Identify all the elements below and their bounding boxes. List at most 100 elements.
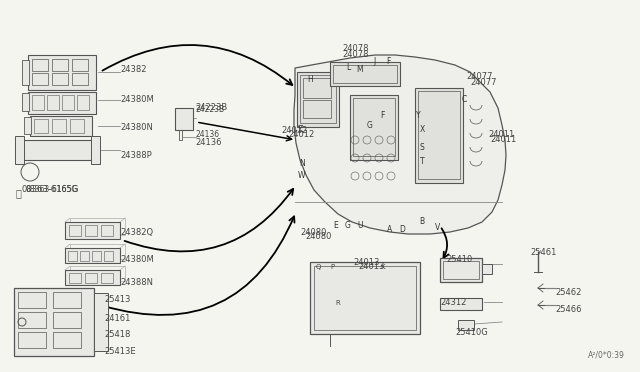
Text: 24011: 24011	[490, 135, 516, 144]
Bar	[30, 116, 92, 136]
Text: 24080: 24080	[300, 228, 326, 237]
Text: 25466: 25466	[555, 305, 582, 314]
Text: 24380M: 24380M	[120, 95, 154, 104]
Text: L: L	[346, 62, 350, 71]
Text: J: J	[374, 58, 376, 67]
Bar	[303, 78, 331, 98]
Text: 24077: 24077	[466, 72, 493, 81]
Bar	[91, 136, 100, 164]
Bar	[15, 136, 24, 164]
Text: 24012: 24012	[281, 126, 307, 135]
Bar	[80, 251, 89, 261]
Bar	[72, 73, 88, 85]
Bar	[418, 91, 460, 179]
Text: 24080: 24080	[305, 232, 332, 241]
Text: 24136: 24136	[195, 138, 221, 147]
Bar	[70, 266, 125, 281]
Bar	[32, 95, 44, 110]
Text: U: U	[357, 221, 363, 230]
Bar	[350, 95, 398, 160]
Text: 08363-6165G: 08363-6165G	[22, 185, 79, 194]
Text: 24388P: 24388P	[120, 151, 152, 160]
Text: 25410: 25410	[446, 255, 472, 264]
Bar	[18, 292, 46, 308]
Text: E: E	[333, 221, 339, 230]
Text: A: A	[387, 225, 392, 234]
Bar	[101, 273, 113, 283]
Text: 24388N: 24388N	[120, 278, 153, 287]
Bar	[18, 332, 46, 348]
Bar	[175, 108, 193, 130]
Bar	[297, 72, 339, 127]
Bar	[65, 222, 120, 239]
Bar	[68, 251, 77, 261]
Bar	[47, 95, 59, 110]
Text: F: F	[380, 110, 384, 119]
Text: 24136: 24136	[196, 130, 220, 139]
Text: Y: Y	[416, 110, 420, 119]
Text: T: T	[420, 157, 424, 167]
Text: 24382Q: 24382Q	[120, 228, 153, 237]
Bar	[62, 95, 74, 110]
Bar	[85, 273, 97, 283]
Text: 24382: 24382	[120, 65, 147, 74]
Text: P: P	[330, 264, 334, 270]
Bar	[32, 73, 48, 85]
Bar	[52, 59, 68, 71]
Bar	[85, 225, 97, 236]
Text: 24012: 24012	[288, 130, 314, 139]
Text: G: G	[345, 221, 351, 230]
Bar	[70, 218, 125, 235]
Text: 24013: 24013	[353, 258, 380, 267]
Bar	[32, 59, 48, 71]
Text: A²/0*0:39: A²/0*0:39	[588, 351, 625, 360]
Bar	[77, 95, 89, 110]
Bar	[440, 298, 482, 310]
Text: K: K	[380, 264, 385, 270]
Text: X: X	[419, 125, 424, 135]
Bar	[22, 60, 29, 85]
Text: N: N	[299, 158, 305, 167]
Bar	[72, 59, 88, 71]
Text: 24011: 24011	[488, 130, 515, 139]
Text: Q: Q	[316, 264, 321, 270]
Text: S: S	[420, 144, 424, 153]
Text: 24380N: 24380N	[120, 123, 153, 132]
Bar	[330, 62, 400, 86]
Text: 24078: 24078	[342, 50, 369, 59]
Text: 25462: 25462	[555, 288, 581, 297]
Text: D: D	[399, 225, 405, 234]
Bar	[104, 251, 113, 261]
Bar	[52, 119, 66, 133]
Bar	[28, 92, 96, 114]
Bar	[65, 270, 120, 285]
Text: W: W	[298, 170, 306, 180]
Bar	[24, 117, 31, 134]
Text: F: F	[386, 58, 390, 67]
Bar	[458, 320, 474, 330]
Bar	[53, 312, 81, 328]
Text: 24312: 24312	[440, 298, 467, 307]
Text: 24077: 24077	[470, 78, 497, 87]
Text: 25418: 25418	[104, 330, 131, 339]
Bar	[69, 273, 81, 283]
Bar	[65, 248, 120, 263]
Text: G: G	[367, 121, 373, 129]
Bar	[22, 93, 29, 111]
Bar	[333, 65, 397, 83]
Bar	[52, 73, 68, 85]
Text: V: V	[435, 224, 440, 232]
Text: 24223B: 24223B	[196, 105, 225, 114]
Bar	[440, 258, 482, 282]
Bar	[415, 88, 463, 183]
Text: 24380M: 24380M	[120, 255, 154, 264]
Text: C: C	[461, 96, 467, 105]
Text: 08363-6165G: 08363-6165G	[26, 185, 78, 194]
Text: 24078: 24078	[342, 44, 369, 53]
Bar	[94, 293, 108, 351]
Bar	[314, 266, 416, 330]
Bar	[179, 130, 182, 140]
Bar	[28, 55, 96, 90]
Text: 25413E: 25413E	[104, 347, 136, 356]
Bar	[53, 292, 81, 308]
